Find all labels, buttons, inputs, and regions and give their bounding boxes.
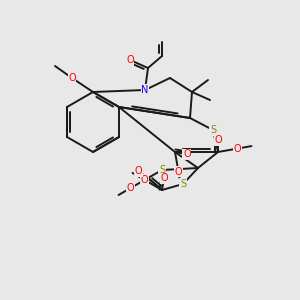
Text: N: N <box>141 85 149 95</box>
Text: O: O <box>183 149 190 159</box>
Text: S: S <box>159 165 165 175</box>
Text: O: O <box>141 175 148 185</box>
Text: S: S <box>210 125 216 135</box>
Text: O: O <box>126 55 134 65</box>
Text: O: O <box>234 143 242 154</box>
Text: O: O <box>160 173 168 183</box>
Text: O: O <box>134 166 142 176</box>
Text: O: O <box>214 135 222 145</box>
Text: O: O <box>68 73 76 83</box>
Text: O: O <box>175 167 182 177</box>
Text: S: S <box>180 179 186 189</box>
Text: O: O <box>127 183 134 193</box>
